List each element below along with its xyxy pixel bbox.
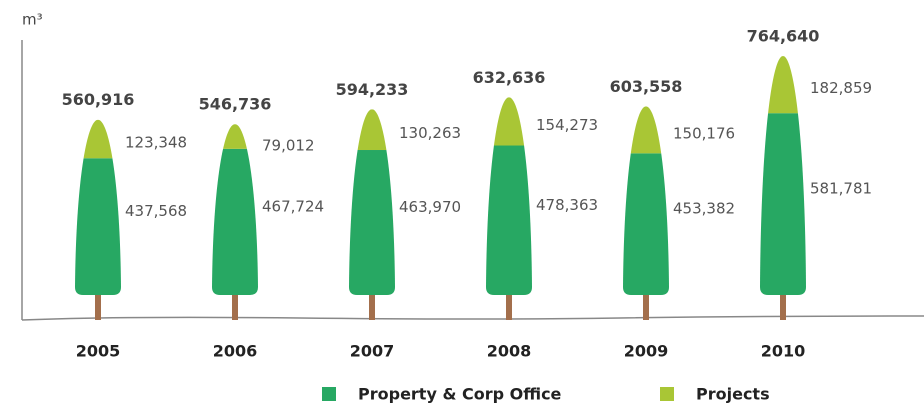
x-tick-label: 2009 bbox=[624, 342, 669, 361]
trunk bbox=[369, 293, 375, 320]
bar-segment bbox=[760, 56, 806, 114]
value-label: 467,724 bbox=[262, 197, 324, 215]
bar-segment bbox=[486, 97, 532, 146]
bar-segment bbox=[760, 113, 806, 295]
trunk bbox=[95, 293, 101, 320]
legend-swatch bbox=[660, 387, 674, 401]
value-label: 478,363 bbox=[536, 196, 598, 214]
value-label: 123,348 bbox=[125, 133, 187, 151]
x-tick-label: 2010 bbox=[761, 342, 806, 361]
value-label: 437,568 bbox=[125, 202, 187, 220]
total-label: 560,916 bbox=[62, 90, 135, 109]
total-label: 594,233 bbox=[336, 80, 409, 99]
bar-segment bbox=[75, 158, 121, 295]
value-label: 453,382 bbox=[673, 200, 735, 218]
x-tick-label: 2008 bbox=[487, 342, 532, 361]
bar-segment bbox=[349, 109, 395, 151]
value-label: 150,176 bbox=[673, 124, 735, 142]
legend-swatch bbox=[322, 387, 336, 401]
bar-segment bbox=[349, 150, 395, 295]
x-tick-label: 2007 bbox=[350, 342, 395, 361]
value-label: 581,781 bbox=[810, 180, 872, 198]
bar-segment bbox=[75, 119, 121, 159]
bar-segment bbox=[212, 148, 258, 295]
trunk bbox=[506, 293, 512, 320]
bar-segment bbox=[623, 153, 669, 295]
legend-label: Projects bbox=[696, 385, 770, 404]
value-label: 130,263 bbox=[399, 124, 461, 142]
bar-segment bbox=[623, 106, 669, 154]
bar-segment bbox=[212, 124, 258, 149]
legend-label: Property & Corp Office bbox=[358, 385, 562, 404]
value-label: 463,970 bbox=[399, 198, 461, 216]
total-label: 603,558 bbox=[610, 77, 683, 96]
value-label: 182,859 bbox=[810, 79, 872, 97]
value-label: 79,012 bbox=[262, 137, 315, 155]
y-axis-label: m³ bbox=[22, 11, 43, 29]
trunk bbox=[780, 293, 786, 320]
total-label: 632,636 bbox=[473, 68, 546, 87]
trunk bbox=[643, 293, 649, 320]
ground-line bbox=[21, 315, 924, 321]
bar-segment bbox=[486, 145, 532, 295]
total-label: 546,736 bbox=[199, 95, 272, 114]
trunk bbox=[232, 293, 238, 320]
x-tick-label: 2005 bbox=[76, 342, 121, 361]
x-tick-label: 2006 bbox=[213, 342, 258, 361]
value-label: 154,273 bbox=[536, 116, 598, 134]
total-label: 764,640 bbox=[747, 27, 820, 46]
